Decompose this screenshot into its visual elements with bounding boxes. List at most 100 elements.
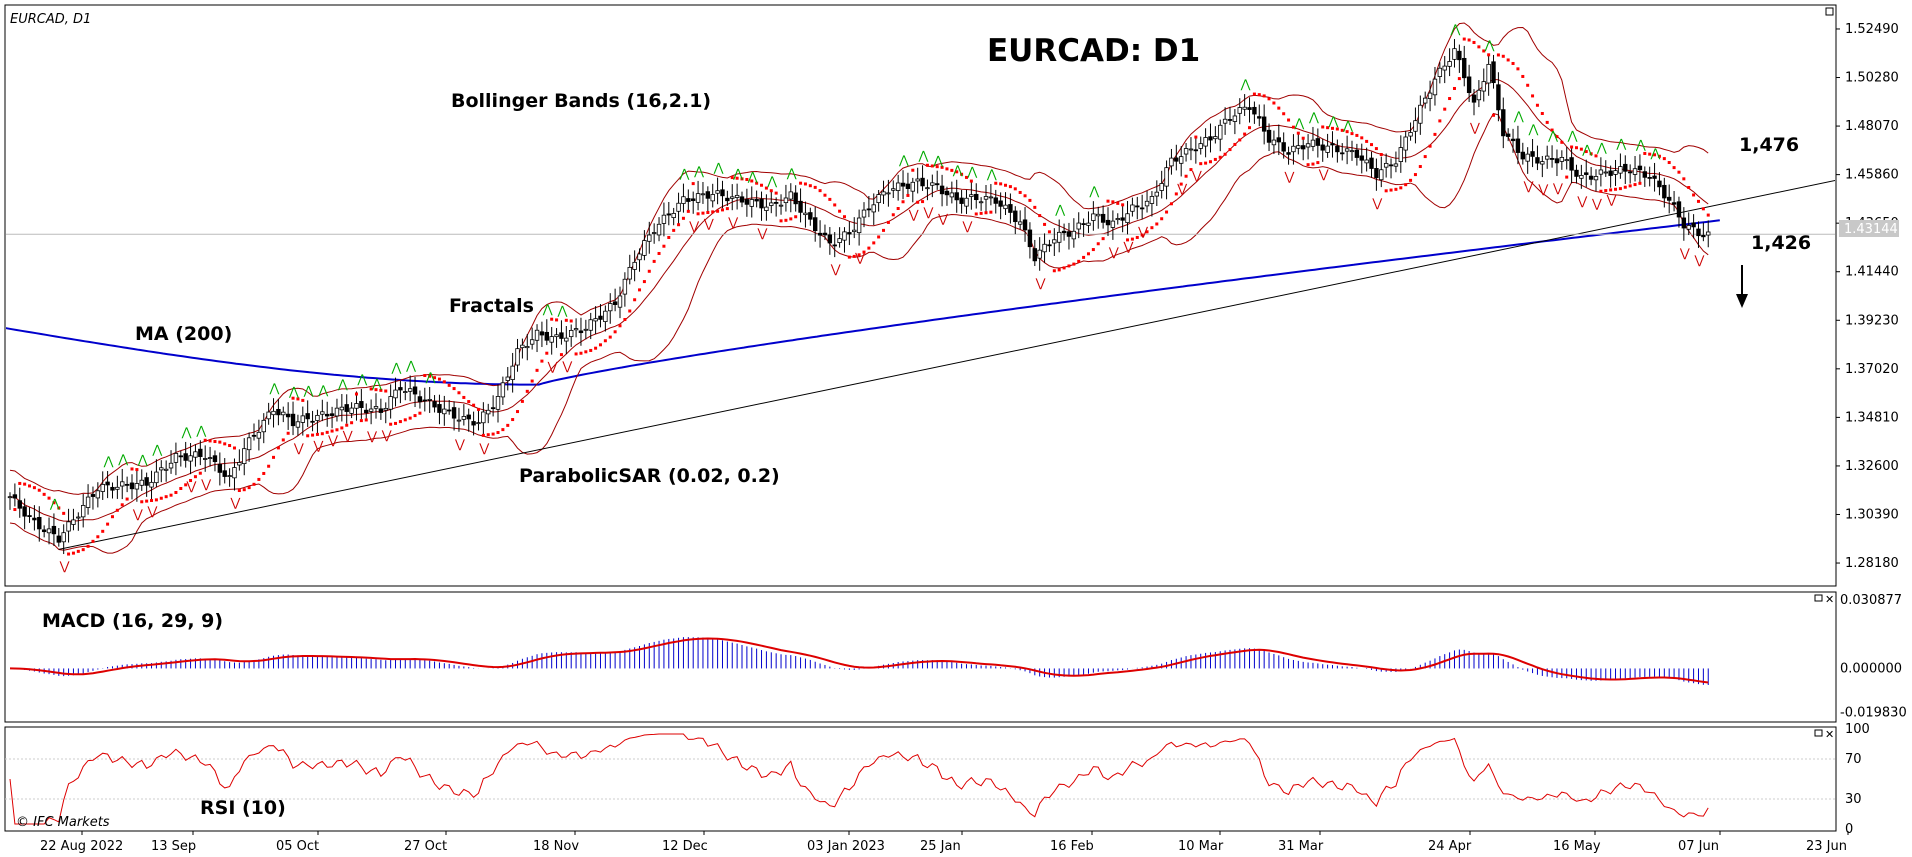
candle: [944, 186, 950, 206]
candle: [661, 202, 667, 237]
candle: [1598, 157, 1604, 187]
x-tick-label: 13 Sep: [151, 839, 196, 854]
candle: [569, 324, 574, 347]
candle: [583, 319, 589, 340]
candle: [129, 474, 135, 500]
candle: [617, 286, 623, 319]
sar-dot: [130, 467, 134, 471]
candle: [993, 189, 998, 214]
sar-dot: [1535, 103, 1539, 107]
sar-dot: [789, 217, 793, 221]
sar-dot: [359, 419, 363, 423]
maximize-icon[interactable]: [1825, 7, 1834, 16]
candle: [305, 400, 310, 427]
candle: [1505, 128, 1511, 142]
sar-dot: [1111, 200, 1115, 204]
candle: [1657, 172, 1662, 196]
candle: [554, 328, 559, 348]
sar-dot: [1452, 86, 1456, 90]
sar-dot: [101, 529, 105, 533]
candle: [266, 402, 271, 425]
candle: [1627, 164, 1633, 184]
candle: [46, 517, 52, 545]
rsi-label: RSI (10): [200, 797, 286, 819]
candle: [730, 184, 735, 211]
candle: [1047, 239, 1052, 252]
sar-dot: [828, 197, 832, 201]
sar-dot: [437, 377, 441, 381]
fractal-down-icon: ⋁: [854, 251, 865, 265]
sar-dot: [1643, 151, 1647, 155]
sar-dot: [1179, 182, 1183, 186]
candle: [1042, 233, 1047, 263]
sar-dot: [164, 495, 168, 499]
sar-dot: [1653, 153, 1657, 157]
candle: [549, 327, 554, 355]
sar-dot: [76, 549, 80, 553]
sar-dot: [208, 439, 212, 443]
fractal-down-icon: ⋁: [1108, 245, 1119, 259]
candle: [866, 195, 872, 218]
candle: [193, 444, 198, 467]
macd-close-icon[interactable]: ✕: [1825, 593, 1834, 606]
sar-dot: [1008, 185, 1012, 189]
sar-dot: [276, 446, 280, 450]
candle: [1691, 214, 1696, 239]
candle: [285, 402, 291, 430]
sar-dot: [1306, 163, 1310, 167]
sar-dot: [999, 182, 1003, 186]
sar-dot: [32, 486, 36, 490]
sar-dot: [750, 179, 754, 183]
candle: [217, 452, 223, 486]
candle: [134, 470, 140, 502]
candle: [1701, 222, 1706, 242]
current-price-tag: [1839, 220, 1899, 237]
candle: [1222, 107, 1228, 135]
sar-dot: [784, 218, 788, 222]
sar-dot: [1072, 262, 1076, 266]
sar-dot: [1316, 161, 1320, 165]
x-tick-label: 25 Jan: [920, 839, 961, 854]
sar-dot: [1589, 152, 1593, 156]
ma-label: MA (200): [135, 323, 232, 345]
sar-dot: [818, 189, 822, 193]
macd-restore-icon[interactable]: [1814, 594, 1823, 602]
candle: [1671, 190, 1677, 212]
fractal-up-icon: ⋀: [1513, 109, 1524, 123]
sar-dot: [555, 318, 559, 322]
sar-dot: [1492, 113, 1496, 117]
sar-dot: [267, 464, 271, 468]
sar-dot: [1370, 143, 1374, 147]
candle: [329, 406, 335, 429]
rsi-close-icon[interactable]: ✕: [1825, 728, 1834, 741]
candle: [1320, 138, 1325, 162]
resistance-label: 1,476: [1739, 134, 1799, 156]
candle: [1032, 239, 1037, 267]
candle: [310, 410, 315, 432]
candle: [1676, 196, 1682, 228]
candle: [237, 449, 242, 471]
sar-dot: [330, 429, 334, 433]
sar-dot: [1692, 193, 1696, 197]
candle: [974, 183, 979, 209]
sar-dot: [1013, 187, 1017, 191]
fractal-down-icon: ⋁: [132, 507, 143, 521]
fractal-down-icon: ⋁: [561, 359, 572, 373]
sar-dot: [428, 374, 432, 378]
fractal-up-icon: ⋀: [1308, 110, 1319, 124]
sar-dot: [311, 433, 315, 437]
candle: [793, 185, 798, 212]
sar-dot: [711, 210, 715, 214]
candle: [1696, 221, 1701, 248]
rsi-restore-icon[interactable]: [1814, 729, 1823, 737]
y-tick-label: 1.34810: [1845, 410, 1899, 425]
candle: [871, 193, 876, 226]
sar-dot: [1638, 181, 1642, 185]
candle: [1564, 146, 1569, 170]
sar-dot: [1365, 139, 1369, 143]
candle: [1432, 66, 1438, 106]
candle: [720, 180, 725, 209]
candle: [227, 468, 232, 487]
candle: [1393, 151, 1399, 173]
candle: [1183, 142, 1189, 162]
